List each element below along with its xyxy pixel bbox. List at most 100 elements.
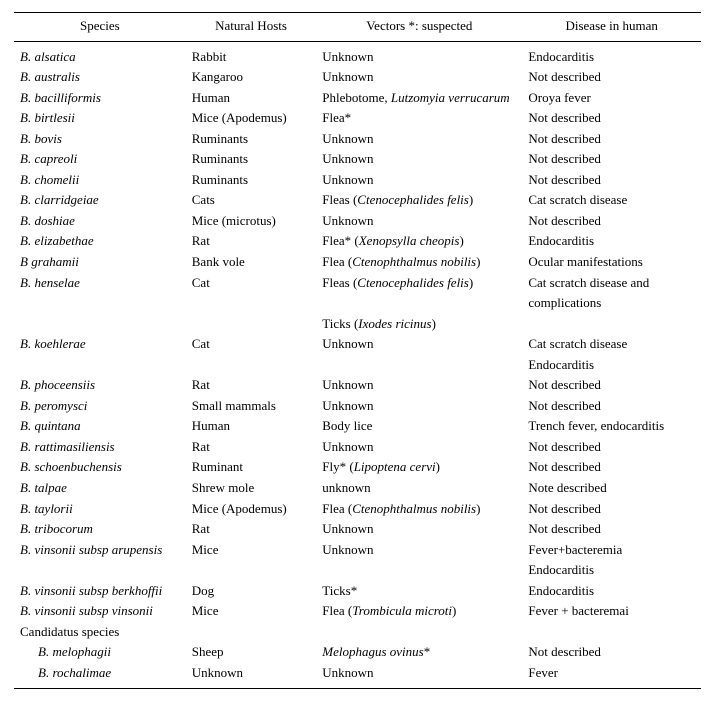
- vector-cell: [316, 621, 522, 642]
- vector-cell: Body lice: [316, 416, 522, 437]
- species-cell: B. australis: [14, 67, 186, 88]
- disease-cell: Endocarditis: [522, 560, 701, 581]
- disease-cell: Not described: [522, 149, 701, 170]
- disease-cell: complications: [522, 293, 701, 314]
- host-cell: Dog: [186, 580, 317, 601]
- table-row: Endocarditis: [14, 354, 701, 375]
- col-vectors: Vectors *: suspected: [316, 13, 522, 42]
- host-cell: Ruminants: [186, 128, 317, 149]
- disease-cell: Cat scratch disease: [522, 190, 701, 211]
- vector-cell: Melophagus ovinus*: [316, 642, 522, 663]
- disease-cell: Not described: [522, 67, 701, 88]
- species-cell: [14, 313, 186, 334]
- species-cell: B. vinsonii subsp berkhoffii: [14, 580, 186, 601]
- vector-cell: Flea*: [316, 108, 522, 129]
- table-row: Candidatus species: [14, 621, 701, 642]
- host-cell: Human: [186, 87, 317, 108]
- host-cell: Rat: [186, 375, 317, 396]
- disease-cell: Not described: [522, 375, 701, 396]
- table-row: B. tayloriiMice (Apodemus)Flea (Ctenopht…: [14, 498, 701, 519]
- species-cell: B. vinsonii subsp arupensis: [14, 539, 186, 560]
- species-cell: B. taylorii: [14, 498, 186, 519]
- species-cell: B. peromysci: [14, 395, 186, 416]
- vector-cell: [316, 354, 522, 375]
- host-cell: Rat: [186, 519, 317, 540]
- species-cell: B. henselae: [14, 272, 186, 293]
- table-row: B. chomeliiRuminantsUnknownNot described: [14, 169, 701, 190]
- host-cell: Unknown: [186, 662, 317, 688]
- table-row: B. elizabethaeRatFlea* (Xenopsylla cheop…: [14, 231, 701, 252]
- disease-cell: Not described: [522, 519, 701, 540]
- vector-cell: Unknown: [316, 67, 522, 88]
- disease-cell: Not described: [522, 436, 701, 457]
- disease-cell: Endocarditis: [522, 41, 701, 67]
- disease-cell: Not described: [522, 108, 701, 129]
- vector-cell: Unknown: [316, 128, 522, 149]
- col-hosts: Natural Hosts: [186, 13, 317, 42]
- vector-cell: Unknown: [316, 41, 522, 67]
- vector-cell: Flea* (Xenopsylla cheopis): [316, 231, 522, 252]
- species-cell: B. melophagii: [14, 642, 186, 663]
- vector-cell: Unknown: [316, 436, 522, 457]
- table-row: B. bacilliformisHumanPhlebotome, Lutzomy…: [14, 87, 701, 108]
- table-row: B. melophagiiSheepMelophagus ovinus*Not …: [14, 642, 701, 663]
- table-row: B. alsaticaRabbitUnknownEndocarditis: [14, 41, 701, 67]
- host-cell: Cat: [186, 334, 317, 355]
- species-cell: Candidatus species: [14, 621, 186, 642]
- vector-cell: Flea (Ctenophthalmus nobilis): [316, 252, 522, 273]
- host-cell: Kangaroo: [186, 67, 317, 88]
- disease-cell: Endocarditis: [522, 231, 701, 252]
- vector-cell: Ticks (Ixodes ricinus): [316, 313, 522, 334]
- table-row: B. vinsonii subsp arupensisMiceUnknownFe…: [14, 539, 701, 560]
- species-cell: B. koehlerae: [14, 334, 186, 355]
- species-cell: B. clarridgeiae: [14, 190, 186, 211]
- table-row: B. clarridgeiaeCatsFleas (Ctenocephalide…: [14, 190, 701, 211]
- vector-cell: Flea (Ctenophthalmus nobilis): [316, 498, 522, 519]
- table-row: B. quintanaHumanBody liceTrench fever, e…: [14, 416, 701, 437]
- vector-cell: Phlebotome, Lutzomyia verrucarum: [316, 87, 522, 108]
- table-row: B. australisKangarooUnknownNot described: [14, 67, 701, 88]
- host-cell: Cat: [186, 272, 317, 293]
- species-cell: B. talpae: [14, 478, 186, 499]
- disease-cell: Fever: [522, 662, 701, 688]
- vector-cell: Unknown: [316, 539, 522, 560]
- vector-cell: unknown: [316, 478, 522, 499]
- host-cell: [186, 560, 317, 581]
- table-row: B. schoenbuchensisRuminantFly* (Lipopten…: [14, 457, 701, 478]
- col-species: Species: [14, 13, 186, 42]
- vector-cell: Fleas (Ctenocephalides felis): [316, 190, 522, 211]
- disease-cell: Not described: [522, 128, 701, 149]
- table-row: B. birtlesiiMice (Apodemus)Flea*Not desc…: [14, 108, 701, 129]
- vector-cell: [316, 293, 522, 314]
- species-cell: B. vinsonii subsp vinsonii: [14, 601, 186, 622]
- table-row: B. bovisRuminantsUnknownNot described: [14, 128, 701, 149]
- host-cell: Ruminant: [186, 457, 317, 478]
- host-cell: Shrew mole: [186, 478, 317, 499]
- vector-cell: Unknown: [316, 662, 522, 688]
- table-row: Ticks (Ixodes ricinus): [14, 313, 701, 334]
- vector-cell: Flea (Trombicula microti): [316, 601, 522, 622]
- table-row: B. rochalimaeUnknownUnknownFever: [14, 662, 701, 688]
- disease-cell: Not described: [522, 498, 701, 519]
- vector-cell: Fleas (Ctenocephalides felis): [316, 272, 522, 293]
- host-cell: Sheep: [186, 642, 317, 663]
- species-cell: B grahamii: [14, 252, 186, 273]
- species-cell: B. birtlesii: [14, 108, 186, 129]
- vector-cell: Unknown: [316, 169, 522, 190]
- vector-cell: Unknown: [316, 149, 522, 170]
- disease-cell: Not described: [522, 642, 701, 663]
- table-row: B. rattimasiliensisRatUnknownNot describ…: [14, 436, 701, 457]
- host-cell: Ruminants: [186, 169, 317, 190]
- disease-cell: Not described: [522, 395, 701, 416]
- table-row: complications: [14, 293, 701, 314]
- species-cell: [14, 354, 186, 375]
- disease-cell: Endocarditis: [522, 580, 701, 601]
- species-cell: B. elizabethae: [14, 231, 186, 252]
- vector-cell: Unknown: [316, 519, 522, 540]
- species-cell: B. chomelii: [14, 169, 186, 190]
- host-cell: Mice: [186, 601, 317, 622]
- table-row: B. talpaeShrew moleunknownNote described: [14, 478, 701, 499]
- table-row: B. phoceensiisRatUnknownNot described: [14, 375, 701, 396]
- species-cell: B. alsatica: [14, 41, 186, 67]
- species-cell: B. phoceensiis: [14, 375, 186, 396]
